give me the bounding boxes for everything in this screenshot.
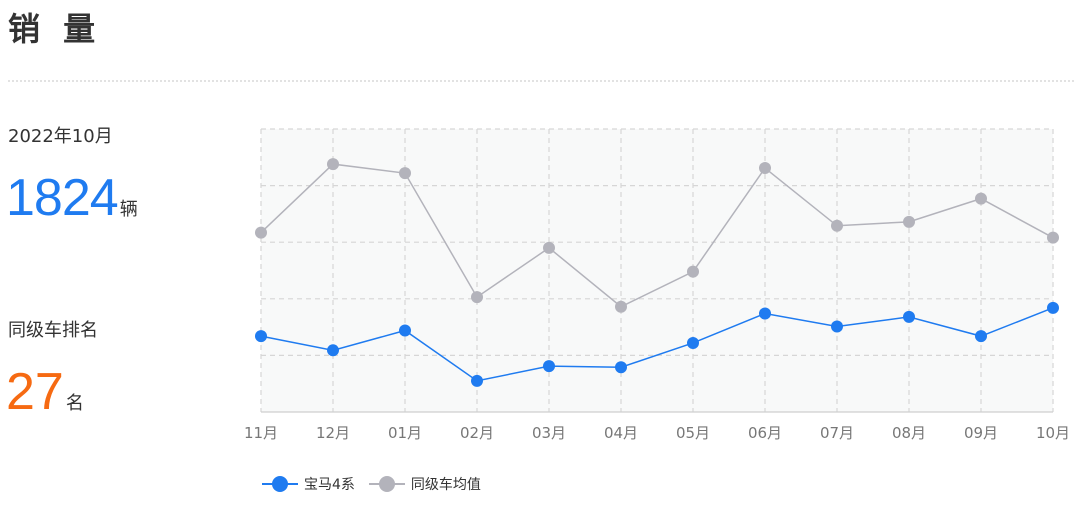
data-point-series-1: [903, 310, 915, 323]
legend-label-series-1: 宝马4系: [304, 477, 355, 493]
x-tick-label: 01月: [388, 424, 422, 442]
rank-label: 同级车排名: [8, 320, 98, 341]
series-line-1: [260, 307, 1054, 382]
plot-area: [261, 129, 1053, 412]
data-point-series-1: [687, 336, 699, 349]
header-divider: [8, 80, 1074, 82]
data-point-series-1: [255, 330, 267, 343]
data-point-series-2: [399, 167, 411, 180]
data-point-series-2: [327, 158, 339, 171]
chart-legend: 宝马4系 同级车均值: [262, 474, 495, 494]
data-point-series-2: [975, 192, 987, 205]
data-point-series-2: [615, 300, 627, 313]
data-point-series-1: [615, 361, 627, 374]
x-tick-label: 11月: [244, 424, 278, 442]
data-point-series-2: [255, 226, 267, 239]
data-point-series-1: [1047, 301, 1059, 314]
data-point-series-1: [831, 320, 843, 333]
data-point-series-2: [903, 215, 915, 228]
data-point-series-1: [471, 374, 483, 387]
x-tick-label: 09月: [964, 424, 998, 442]
legend-item-series-1[interactable]: 宝马4系: [262, 474, 355, 494]
data-point-series-2: [543, 241, 555, 254]
legend-swatch-series-1: [262, 476, 298, 492]
legend-label-series-2: 同级车均值: [410, 477, 481, 493]
data-point-series-1: [543, 360, 555, 373]
rank-figure: 27 名: [6, 362, 84, 422]
rank-value: 27: [6, 363, 64, 421]
period-label: 2022年10月: [8, 126, 113, 147]
x-tick-label: 03月: [532, 424, 566, 442]
data-point-series-2: [1047, 231, 1059, 244]
x-tick-label: 08月: [892, 424, 926, 442]
sales-value: 1824: [6, 169, 119, 227]
legend-swatch-series-2: [368, 476, 405, 492]
series-line-2: [260, 163, 1054, 308]
x-tick-label: 12月: [316, 424, 350, 442]
x-tick-label: 07月: [820, 424, 854, 442]
sales-unit: 辆: [119, 199, 138, 220]
data-point-series-1: [327, 344, 339, 357]
x-tick-label: 02月: [460, 424, 494, 442]
x-tick-label: 10月: [1036, 424, 1070, 442]
data-point-series-1: [399, 324, 411, 337]
x-tick-label: 04月: [604, 424, 638, 442]
x-tick-label: 06月: [748, 424, 782, 442]
data-point-series-1: [975, 330, 987, 343]
rank-unit: 名: [65, 393, 84, 414]
page-title: 销 量: [8, 10, 102, 48]
data-point-series-2: [831, 219, 843, 232]
legend-item-series-2[interactable]: 同级车均值: [368, 474, 481, 494]
data-point-series-2: [471, 291, 483, 304]
x-tick-label: 05月: [676, 424, 710, 442]
data-point-series-2: [759, 162, 771, 175]
data-point-series-2: [687, 265, 699, 278]
data-point-series-1: [759, 307, 771, 320]
sales-figure: 1824 辆: [6, 168, 138, 228]
